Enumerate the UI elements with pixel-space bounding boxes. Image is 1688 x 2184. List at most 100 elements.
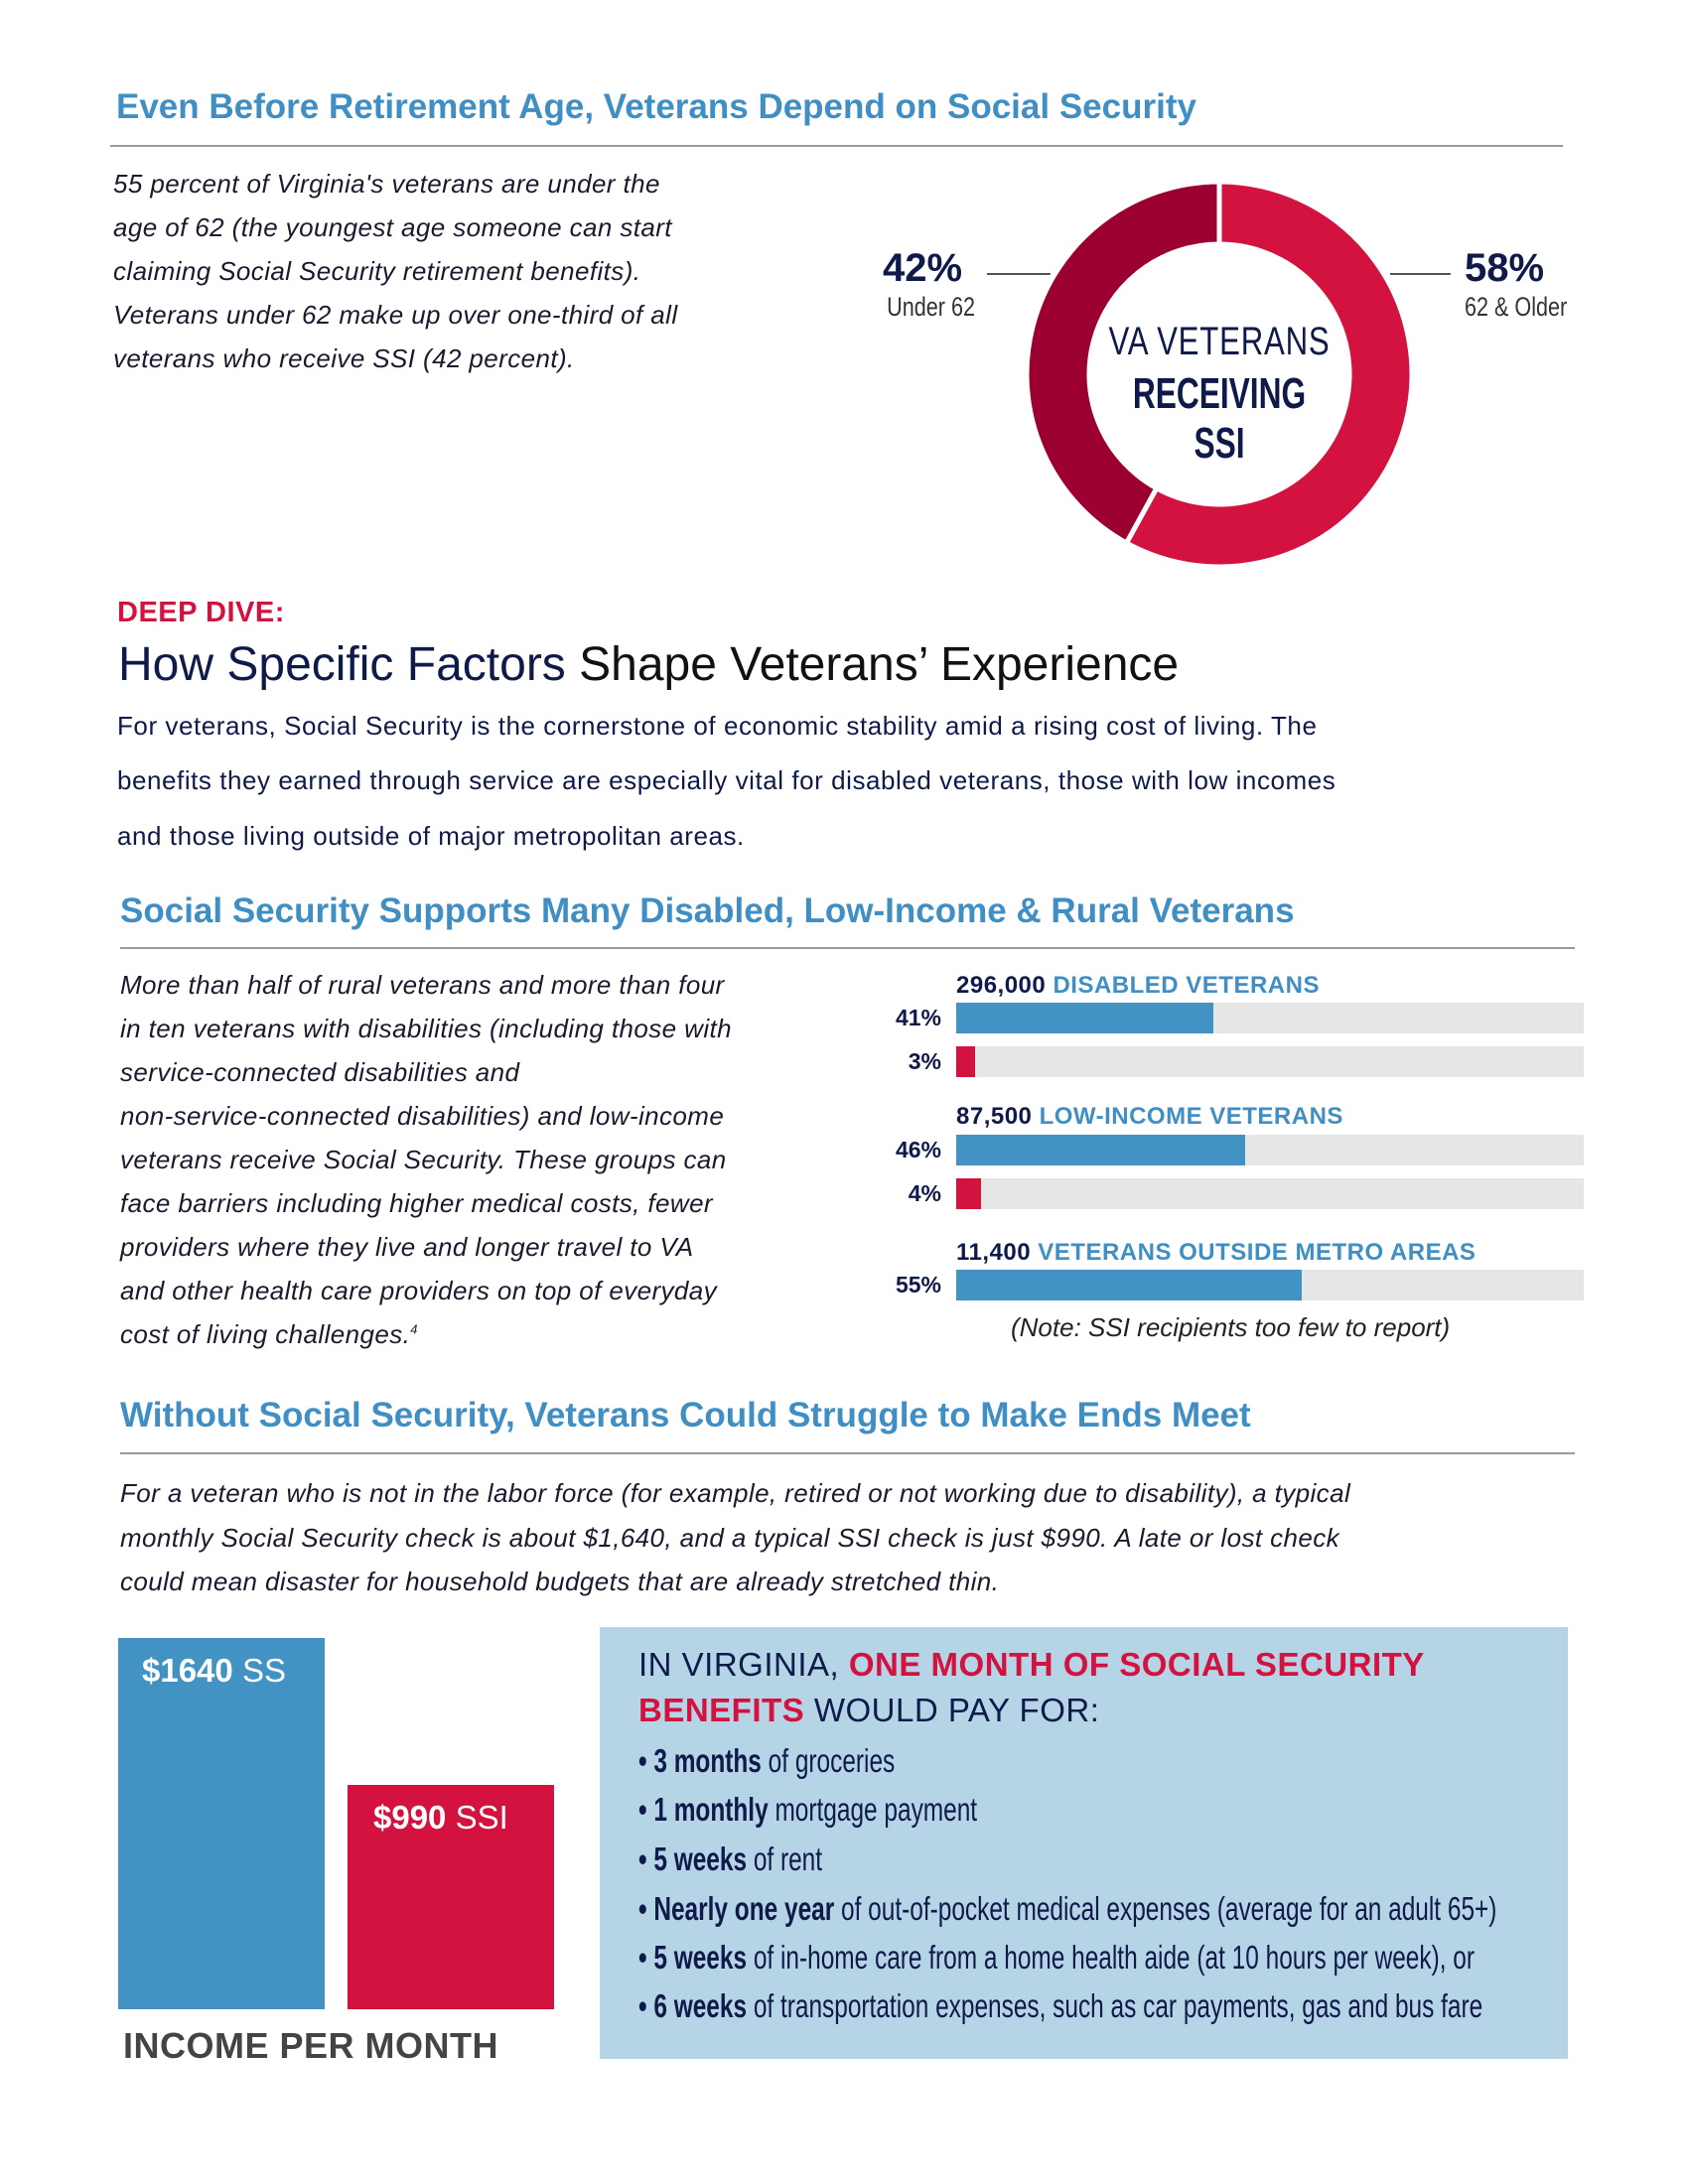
bullet-icon: • — [638, 1841, 647, 1877]
item-emphasis: 3 months — [653, 1742, 762, 1779]
bar-outside-metro-ss — [956, 1270, 1302, 1300]
list-item: • 6 weeks of transportation expenses, su… — [638, 1987, 1482, 2025]
text-line: could mean disaster for household budget… — [120, 1567, 1000, 1596]
text-line: in ten veterans with disabilities (inclu… — [120, 1014, 732, 1043]
donut-slice-under-62 — [1024, 179, 1222, 547]
text-line-end: cost of living challenges. — [120, 1319, 411, 1349]
bar-name: SSI — [455, 1799, 508, 1837]
donut-chart — [1024, 179, 1415, 570]
group-count: 87,500 — [956, 1103, 1033, 1130]
item-text: of transportation expenses, such as car … — [747, 1987, 1483, 2024]
text-line: monthly Social Security check is about $… — [120, 1523, 1340, 1553]
section-title-retirement: Even Before Retirement Age, Veterans Dep… — [116, 87, 1196, 126]
item-text: mortgage payment — [768, 1791, 978, 1828]
divider — [120, 1452, 1575, 1454]
text-line: and those living outside of major metrop… — [117, 821, 745, 851]
item-emphasis: 5 weeks — [653, 1841, 748, 1877]
bar-low-income-ss — [956, 1135, 1245, 1165]
text-line: 55 percent of Virginia's veterans are un… — [113, 169, 660, 199]
item-text: of in-home care from a home health aide … — [747, 1939, 1476, 1976]
bullet-icon: • — [638, 1987, 647, 2024]
callout-heading-line2: BENEFITS WOULD PAY FOR: — [638, 1692, 1099, 1729]
income-axis-label: INCOME PER MONTH — [123, 2025, 499, 2066]
donut-title-line2: RECEIVING SSI — [1132, 369, 1307, 468]
bar-label: 3% — [908, 1048, 941, 1074]
bullet-icon: • — [638, 1890, 647, 1927]
list-item: • Nearly one year of out-of-pocket medic… — [638, 1890, 1496, 1928]
item-text: of groceries — [761, 1742, 896, 1779]
heading-emphasis: How Specific Factors — [118, 638, 566, 691]
bar-disabled-ssi — [956, 1046, 975, 1077]
bar-ssi-income: $990 SSI — [348, 1785, 554, 2009]
callout-heading-emphasis: ONE MONTH OF SOCIAL SECURITY — [848, 1646, 1425, 1683]
bar-track — [956, 1270, 1584, 1300]
bar-ssi-label: $990 SSI — [373, 1799, 508, 1837]
text-line: providers where they live and longer tra… — [120, 1232, 694, 1262]
bar-amount: $1640 — [142, 1652, 233, 1689]
text-line: service-connected disabilities and — [120, 1057, 520, 1087]
deep-dive-kicker: DEEP DIVE: — [117, 597, 285, 628]
text-line: For veterans, Social Security is the cor… — [117, 711, 1318, 741]
list-item: • 1 monthly mortgage payment — [638, 1791, 977, 1829]
text-line: and other health care providers on top o… — [120, 1276, 718, 1305]
item-text: of rent — [747, 1841, 823, 1877]
group-count: 296,000 — [956, 972, 1047, 999]
callout-heading-line1: IN VIRGINIA, ONE MONTH OF SOCIAL SECURIT… — [638, 1646, 1425, 1684]
leader-line — [1390, 273, 1451, 275]
bar-ss-income: $1640 SS — [118, 1638, 325, 2009]
donut-slice-62-older — [1123, 179, 1415, 570]
section-title-struggle: Without Social Security, Veterans Could … — [120, 1396, 1251, 1434]
group-label: DISABLED VETERANS — [1053, 972, 1320, 999]
bar-label: 55% — [895, 1272, 941, 1297]
bar-disabled-ss — [956, 1003, 1214, 1033]
bar-track — [956, 1046, 1584, 1077]
list-item: • 5 weeks of rent — [638, 1841, 822, 1878]
bar-chart-note: (Note: SSI recipients too few to report) — [1011, 1312, 1451, 1342]
callout-heading-text: IN VIRGINIA, — [638, 1646, 849, 1683]
bar-amount: $990 — [373, 1799, 447, 1837]
group-header-disabled: 296,000 DISABLED VETERANS — [956, 972, 1320, 1000]
footnote-marker: 4 — [410, 1321, 418, 1337]
text-line: More than half of rural veterans and mor… — [120, 970, 725, 1000]
item-emphasis: Nearly one year — [653, 1890, 835, 1927]
list-item: • 5 weeks of in-home care from a home he… — [638, 1939, 1475, 1977]
divider — [110, 145, 1563, 147]
slice-label-under-62-pct: 42% — [883, 246, 963, 290]
bar-low-income-ssi — [956, 1178, 982, 1209]
text-line: benefits they earned through service are… — [117, 765, 1336, 795]
group-header-low-income: 87,500 LOW-INCOME VETERANS — [956, 1103, 1343, 1131]
item-emphasis: 1 monthly — [653, 1791, 769, 1828]
slice-label-under-62: Under 62 — [887, 292, 975, 322]
group-count: 11,400 — [956, 1239, 1032, 1266]
text-line: veterans receive Social Security. These … — [120, 1145, 727, 1174]
text-line: For a veteran who is not in the labor fo… — [120, 1478, 1351, 1508]
heading-rest: Shape Veterans’ Experience — [565, 638, 1180, 691]
donut-title-line1: VA VETERANS — [1108, 320, 1331, 363]
slice-label-62-older: 62 & Older — [1465, 292, 1568, 322]
divider — [120, 947, 1575, 949]
bar-name: SS — [241, 1652, 286, 1689]
bar-track — [956, 1135, 1584, 1165]
bar-label: 46% — [895, 1137, 941, 1162]
callout-heading-text: WOULD PAY FOR: — [804, 1692, 1100, 1728]
text-line: Veterans under 62 make up over one-third… — [113, 300, 678, 330]
text-line: age of 62 (the youngest age someone can … — [113, 212, 672, 242]
leader-line — [987, 273, 1051, 275]
bar-ss-label: $1640 SS — [142, 1652, 286, 1690]
group-label: LOW-INCOME VETERANS — [1039, 1103, 1343, 1130]
bar-label: 41% — [895, 1005, 941, 1030]
group-header-outside-metro: 11,400 VETERANS OUTSIDE METRO AREAS — [956, 1239, 1476, 1267]
bar-track — [956, 1178, 1584, 1209]
callout-heading-emphasis: BENEFITS — [638, 1692, 805, 1728]
text-line: face barriers including higher medical c… — [120, 1188, 713, 1218]
text-line: veterans who receive SSI (42 percent). — [113, 343, 575, 373]
group-label: VETERANS OUTSIDE METRO AREAS — [1038, 1239, 1477, 1266]
text-line: non-service-connected disabilities) and … — [120, 1101, 725, 1131]
bullet-icon: • — [638, 1791, 647, 1828]
callout-box — [600, 1627, 1568, 2059]
section-title-disabled: Social Security Supports Many Disabled, … — [120, 891, 1295, 930]
text-line: cost of living challenges.4 — [120, 1319, 418, 1350]
item-text: of out-of-pocket medical expenses (avera… — [834, 1890, 1497, 1927]
text-line: claiming Social Security retirement bene… — [113, 256, 641, 286]
bar-track — [956, 1003, 1584, 1033]
